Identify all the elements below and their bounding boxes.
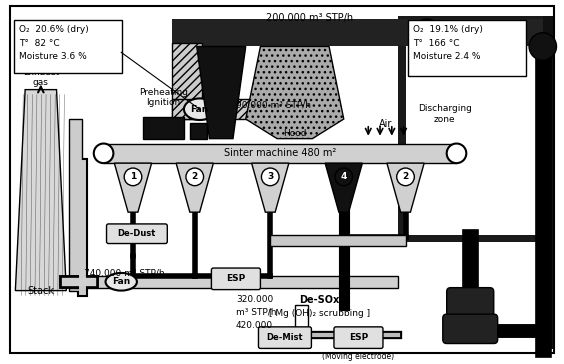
Polygon shape xyxy=(246,47,344,139)
Ellipse shape xyxy=(105,273,137,290)
Text: 2: 2 xyxy=(192,173,198,181)
Bar xyxy=(190,123,208,139)
Text: De-Mist: De-Mist xyxy=(267,333,303,342)
Text: 420.000: 420.000 xyxy=(236,321,273,330)
Bar xyxy=(270,235,406,246)
FancyBboxPatch shape xyxy=(408,20,526,76)
FancyBboxPatch shape xyxy=(107,224,168,244)
FancyBboxPatch shape xyxy=(212,268,261,290)
Circle shape xyxy=(413,19,441,47)
FancyBboxPatch shape xyxy=(258,327,311,348)
Text: ESP: ESP xyxy=(226,274,245,283)
Polygon shape xyxy=(176,163,213,212)
Text: Exhaust
gas: Exhaust gas xyxy=(23,68,59,87)
Text: Preheating
Ignition: Preheating Ignition xyxy=(139,88,188,107)
Bar xyxy=(143,117,184,139)
Bar xyxy=(406,21,543,235)
Polygon shape xyxy=(252,163,289,212)
Text: (Moving electrode): (Moving electrode) xyxy=(323,352,395,361)
Text: m³ STP/h: m³ STP/h xyxy=(236,307,276,316)
Text: T°  82 °C: T° 82 °C xyxy=(19,39,60,48)
Bar xyxy=(295,305,309,344)
Text: Sinter machine 480 m²: Sinter machine 480 m² xyxy=(224,149,336,158)
Bar xyxy=(69,119,82,290)
Polygon shape xyxy=(197,47,246,139)
Ellipse shape xyxy=(184,98,215,120)
Text: Discharging
zone: Discharging zone xyxy=(418,104,472,124)
FancyBboxPatch shape xyxy=(447,288,494,317)
Text: De-Dust: De-Dust xyxy=(118,229,156,238)
Text: Hood: Hood xyxy=(283,129,306,138)
Text: Stack: Stack xyxy=(27,286,54,296)
Bar xyxy=(172,99,334,119)
Text: Air: Air xyxy=(379,119,393,129)
Circle shape xyxy=(94,143,113,163)
Text: O₂  19.1% (dry): O₂ 19.1% (dry) xyxy=(413,25,483,34)
Polygon shape xyxy=(114,163,152,212)
Circle shape xyxy=(335,168,352,186)
Circle shape xyxy=(261,168,279,186)
Text: 740.000 m³ STP/h: 740.000 m³ STP/h xyxy=(84,268,165,277)
Text: O₂  20.6% (dry): O₂ 20.6% (dry) xyxy=(19,25,89,34)
FancyBboxPatch shape xyxy=(14,20,122,73)
Circle shape xyxy=(186,168,204,186)
Text: De-SOx: De-SOx xyxy=(299,296,340,305)
Bar xyxy=(172,19,550,47)
Text: 2: 2 xyxy=(402,173,409,181)
Polygon shape xyxy=(387,163,424,212)
Bar xyxy=(543,16,553,349)
Text: 90.000 m³ STP/h: 90.000 m³ STP/h xyxy=(236,101,311,110)
FancyBboxPatch shape xyxy=(334,327,383,348)
Text: 1: 1 xyxy=(130,173,136,181)
Text: Fan: Fan xyxy=(112,277,130,286)
Text: 3: 3 xyxy=(267,173,274,181)
Text: T°  166 °C: T° 166 °C xyxy=(413,39,460,48)
Text: Moisture 3.6 %: Moisture 3.6 % xyxy=(19,52,87,62)
Text: 4: 4 xyxy=(341,173,347,181)
Text: ESP: ESP xyxy=(349,333,368,342)
Polygon shape xyxy=(325,163,363,212)
Polygon shape xyxy=(15,90,67,290)
Circle shape xyxy=(529,33,557,60)
Text: [ Mg (OH)₂ scrubbing ]: [ Mg (OH)₂ scrubbing ] xyxy=(268,309,370,318)
Bar xyxy=(69,276,398,288)
Bar xyxy=(172,43,201,119)
Text: 200.000 m³ STP/h: 200.000 m³ STP/h xyxy=(266,13,353,23)
Circle shape xyxy=(124,168,142,186)
Text: Fan: Fan xyxy=(191,105,209,114)
FancyBboxPatch shape xyxy=(443,314,497,344)
Bar xyxy=(398,16,550,242)
Circle shape xyxy=(396,168,415,186)
Text: 320.000: 320.000 xyxy=(236,296,273,305)
Text: Moisture 2.4 %: Moisture 2.4 % xyxy=(413,52,481,62)
Circle shape xyxy=(447,143,466,163)
Bar xyxy=(104,143,456,163)
